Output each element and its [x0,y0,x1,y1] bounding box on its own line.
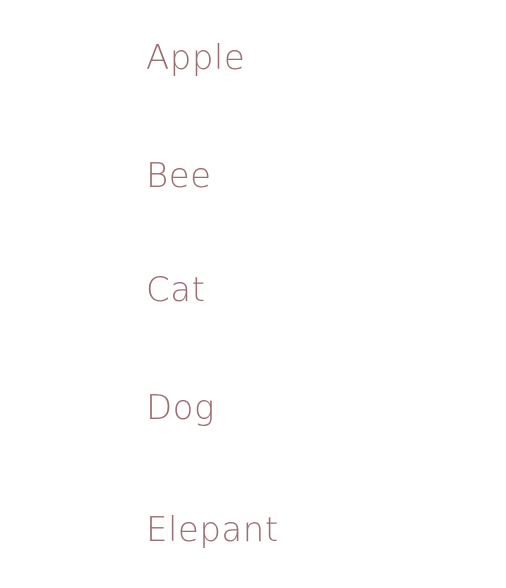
list-item-bee[interactable]: Bee [146,156,212,196]
list-item-apple[interactable]: Apple [146,38,246,78]
list-item-dog[interactable]: Dog [146,388,215,428]
list-item-cat[interactable]: Cat [146,270,206,310]
list-item-elepant[interactable]: Elepant [146,510,279,550]
